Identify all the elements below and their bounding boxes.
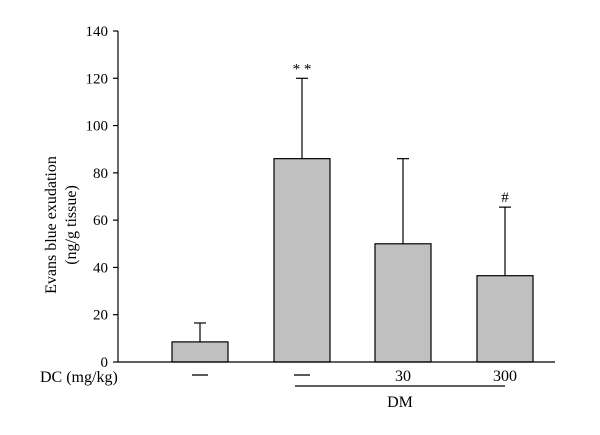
x-category-label: 30	[395, 368, 411, 385]
y-tick-label: 40	[93, 260, 108, 276]
significance-mark: * *	[293, 61, 312, 77]
y-axis-label-line2: (ng/g tissue)	[63, 185, 80, 265]
x-row-label: DC (mg/kg)	[40, 369, 118, 386]
bar	[273, 158, 331, 363]
x-category-label: 300	[493, 368, 517, 385]
y-tick-label: 80	[93, 166, 108, 182]
y-tick-label: 140	[86, 24, 109, 40]
y-axis-title: Evans blue exudation (ng/g tissue)	[43, 156, 80, 294]
y-tick-label: 60	[93, 213, 108, 229]
y-axis-label-line1: Evans blue exudation	[43, 156, 60, 294]
bar	[171, 341, 229, 363]
group-label: DM	[387, 394, 413, 411]
bars: * * #	[171, 61, 534, 363]
y-tick-label: 120	[86, 71, 109, 87]
bar	[374, 243, 432, 363]
significance-mark: #	[501, 190, 509, 206]
y-tick-label: 20	[93, 308, 108, 324]
y-tick-label: 0	[101, 355, 109, 371]
y-axis-ticks: 0 20 40 60 80 100 120 140	[86, 24, 118, 371]
bar	[476, 275, 534, 363]
x-category-labels: 30 300	[192, 368, 517, 385]
y-tick-label: 100	[86, 119, 109, 135]
